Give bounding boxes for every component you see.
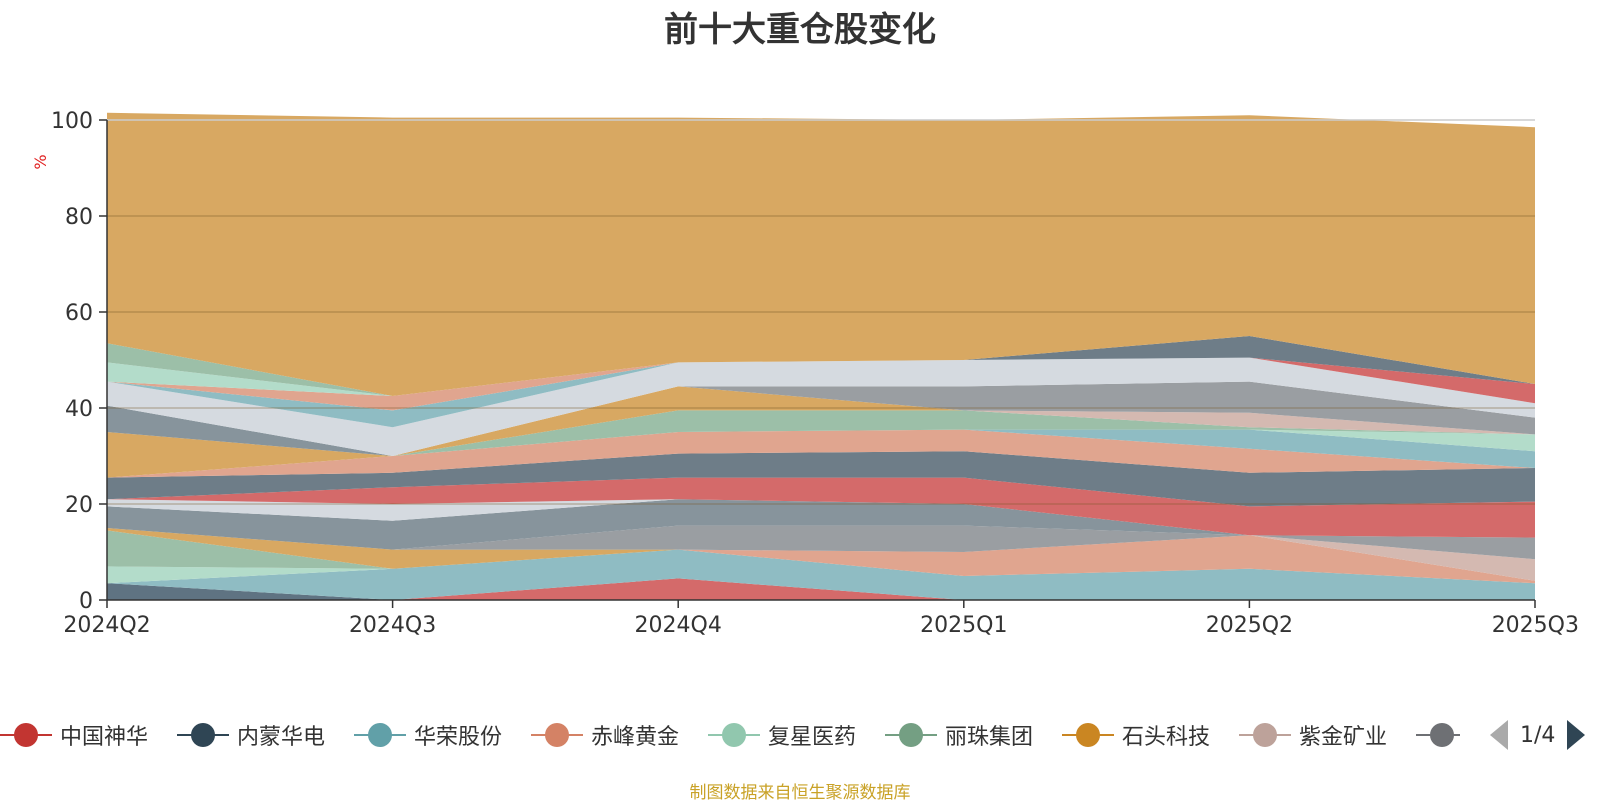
legend-marker-dot [14, 723, 38, 747]
legend-label: 赤峰黄金 [591, 725, 680, 750]
legend-item[interactable]: 华荣股份 [354, 718, 502, 752]
area-series-12[interactable] [107, 477, 1535, 538]
legend-label: 紫金矿业 [1299, 725, 1388, 750]
x-tick-label: 2024Q4 [635, 613, 722, 638]
chart-title: 前十大重仓股变化 [664, 10, 936, 50]
x-tick-label: 2025Q3 [1492, 613, 1579, 638]
legend-label: 丽珠集团 [945, 725, 1034, 750]
y-tick-label: 40 [65, 397, 93, 422]
legend-label: 中国神华 [60, 725, 149, 750]
legend-marker-dot [191, 723, 215, 747]
area-series-18[interactable] [107, 386, 1535, 478]
legend-marker-icon [531, 723, 583, 747]
area-series-29[interactable] [107, 112, 1535, 397]
area-series-22[interactable] [107, 357, 1535, 456]
legend-marker-icon [708, 723, 760, 747]
legend-marker-icon [885, 723, 937, 747]
area-series-17[interactable] [107, 410, 1535, 478]
x-tick-label: 2025Q1 [920, 613, 1007, 638]
area-series-7[interactable] [107, 528, 1535, 581]
legend-item[interactable]: 内蒙华电 [177, 718, 325, 752]
y-tick-label: 20 [65, 493, 93, 518]
legend-next-arrow-icon[interactable] [1567, 720, 1586, 750]
y-tick-label: 0 [79, 589, 93, 614]
legend-marker-dot [545, 723, 569, 747]
y-tick-label: 80 [65, 205, 93, 230]
legend-label: 内蒙华电 [237, 725, 326, 750]
area-series-20[interactable] [107, 381, 1535, 456]
area-series-16[interactable] [107, 429, 1535, 478]
legend-item[interactable]: 其他 [1416, 718, 1460, 752]
legend-label: 石头科技 [1122, 725, 1211, 750]
source-note: 制图数据来自恒生聚源数据库 [689, 783, 911, 803]
y-tick-label: 60 [65, 301, 93, 326]
legend-pager: 1/4 [1490, 718, 1600, 752]
area-series-2[interactable] [107, 578, 1535, 600]
legend-item[interactable]: 赤峰黄金 [531, 718, 679, 752]
legend-label: 华荣股份 [414, 725, 503, 750]
area-series-24[interactable] [107, 357, 1535, 411]
area-series-3[interactable] [107, 549, 1535, 600]
legend-marker-icon [1416, 723, 1460, 747]
area-series-15[interactable] [107, 429, 1535, 478]
legend-marker-dot [722, 723, 746, 747]
area-series-9[interactable] [107, 525, 1535, 560]
y-tick-label: 100 [51, 109, 93, 134]
area-series-13[interactable] [107, 451, 1535, 507]
legend-marker-dot [368, 723, 392, 747]
legend-marker-dot [899, 723, 923, 747]
legend-marker-icon [354, 723, 406, 747]
legend-marker-dot [1430, 723, 1454, 747]
area-series [107, 112, 1535, 600]
legend-marker-icon [0, 723, 52, 747]
axes: 0 20 40 60 80 100 2024Q2 2024Q3 2024Q4 2025Q1 2025… [51, 109, 1579, 638]
legend-item[interactable]: 石头科技 [1062, 718, 1210, 752]
legend-prev-arrow-icon[interactable] [1490, 720, 1508, 750]
legend-page-indicator: 1/4 [1520, 722, 1556, 748]
area-series-11[interactable] [107, 499, 1535, 538]
area-series-28[interactable] [107, 336, 1535, 396]
area-series-19[interactable] [107, 386, 1535, 456]
x-tick-label: 2024Q2 [63, 613, 150, 638]
legend-label: 复星医药 [768, 725, 857, 750]
area-series-10[interactable] [107, 499, 1535, 550]
legend-item[interactable]: 紫金矿业 [1239, 718, 1387, 752]
area-series-4[interactable] [107, 535, 1535, 584]
legend: 中国神华 内蒙华电 华荣股份 赤峰黄金 复星医药 丽珠集团 石头科技 紫金矿业 其他 [0, 718, 1460, 752]
legend-marker-dot [1076, 723, 1100, 747]
x-tick-label: 2024Q3 [349, 613, 436, 638]
y-axis-label: % [31, 154, 50, 169]
area-series-14[interactable] [107, 429, 1535, 478]
legend-marker-icon [1239, 723, 1291, 747]
legend-marker-icon [1062, 723, 1114, 747]
legend-item[interactable]: 丽珠集团 [885, 718, 1033, 752]
legend-marker-icon [177, 723, 229, 747]
legend-marker-dot [1253, 723, 1277, 747]
area-series-23[interactable] [107, 357, 1535, 428]
legend-item[interactable]: 中国神华 [0, 718, 148, 752]
x-tick-label: 2025Q2 [1206, 613, 1293, 638]
legend-item[interactable]: 复星医药 [708, 718, 856, 752]
